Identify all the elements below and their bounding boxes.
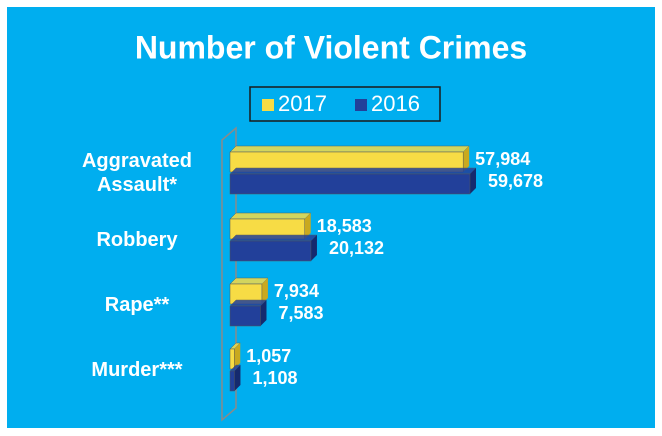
legend-swatch <box>262 99 274 111</box>
bar-top <box>229 212 312 220</box>
bar-top <box>229 234 318 242</box>
bar <box>229 370 235 392</box>
value-label: 1,057 <box>246 346 291 366</box>
category-label: Robbery <box>96 229 178 251</box>
axis-wall <box>221 126 237 422</box>
category-label: Murder*** <box>91 359 183 381</box>
background <box>7 7 655 428</box>
bar-top <box>229 145 470 153</box>
bar <box>229 305 261 327</box>
bar-top <box>229 277 269 285</box>
bar-top <box>229 167 477 175</box>
legend-swatch <box>355 99 367 111</box>
legend-label: 2017 <box>278 91 327 116</box>
value-label: 7,934 <box>274 281 319 301</box>
bar-side <box>234 343 241 369</box>
bar <box>229 240 312 262</box>
value-label: 20,132 <box>329 238 384 258</box>
chart-title: Number of Violent Crimes <box>135 29 527 65</box>
bar-top <box>229 299 268 307</box>
category-label: Rape** <box>104 294 170 316</box>
value-label: 18,583 <box>317 216 372 236</box>
category-label: Aggravated Assault* <box>81 150 193 196</box>
bar-side <box>310 235 317 261</box>
legend-box <box>249 86 441 122</box>
bar-side <box>234 365 241 391</box>
bar <box>229 348 235 370</box>
value-label: 59,678 <box>488 171 543 191</box>
bar-side <box>260 300 267 326</box>
bar-side <box>261 278 268 304</box>
bar-side <box>470 168 476 194</box>
legend-label: 2016 <box>371 91 420 116</box>
bar <box>229 173 471 195</box>
value-label: 57,984 <box>475 149 530 169</box>
bar-side <box>463 146 470 172</box>
value-label: 7,583 <box>278 303 323 323</box>
bar-side <box>304 213 311 239</box>
value-label: 1,108 <box>252 368 297 388</box>
